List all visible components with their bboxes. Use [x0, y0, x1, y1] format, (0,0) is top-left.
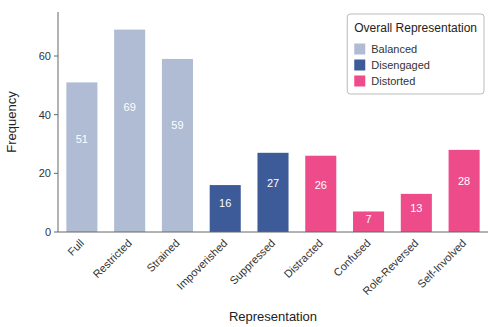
data-label: 26: [315, 179, 327, 191]
legend-box: [347, 14, 484, 94]
x-tick-label: Full: [65, 237, 86, 258]
x-axis-line: [58, 232, 488, 233]
x-tick-label: Confused: [331, 237, 373, 279]
legend-title: Overall Representation: [354, 21, 477, 35]
y-tick-label: 20: [39, 167, 51, 179]
y-tick: [54, 173, 58, 174]
data-label: 59: [171, 119, 183, 131]
x-tick-label: Role-Reversed: [360, 237, 420, 297]
bar: [353, 211, 384, 232]
y-tick-label: 40: [39, 109, 51, 121]
x-axis-label: Representation: [229, 309, 317, 324]
x-tick-label: Impoverished: [174, 237, 229, 292]
legend-swatch: [354, 44, 365, 55]
data-label: 16: [219, 197, 231, 209]
data-label: 69: [124, 101, 136, 113]
data-label: 7: [365, 213, 371, 225]
legend-swatch: [354, 76, 365, 87]
x-tick-label: Restricted: [90, 237, 134, 281]
x-tick-label: Self-Involved: [415, 237, 468, 290]
data-label: 13: [410, 202, 422, 214]
bar: [162, 59, 193, 232]
bar: [401, 194, 432, 232]
y-tick: [54, 232, 58, 233]
x-tick-label: Distracted: [282, 237, 326, 281]
y-tick: [54, 114, 58, 115]
legend-swatch: [354, 60, 365, 71]
data-label: 28: [458, 175, 470, 187]
bar: [257, 153, 288, 232]
bar: [210, 185, 241, 232]
axes: 0 20 40 60 FullRestricted StrainedImpoverishe…: [39, 12, 488, 297]
chart: 51 69 59 16 27 26 7 13 28 0 20 40 60 FullRestricted St…: [0, 0, 500, 327]
bar: [305, 156, 336, 232]
y-tick: [54, 56, 58, 57]
x-tick-label: Suppressed: [227, 237, 277, 287]
bar: [66, 82, 97, 232]
y-axis-line: [58, 12, 59, 232]
data-label: 27: [267, 177, 279, 189]
bar: [449, 150, 480, 232]
legend-label: Disengaged: [371, 59, 430, 71]
legend-label: Distorted: [371, 75, 415, 87]
data-labels: 51 69 59 16 27 26 7 13 28: [76, 101, 470, 226]
y-tick-label: 60: [39, 50, 51, 62]
x-tick-label: Strained: [144, 237, 181, 274]
legend-label: Balanced: [371, 43, 417, 55]
y-tick-label: 0: [45, 226, 51, 238]
data-label: 51: [76, 133, 88, 145]
bars: [66, 30, 479, 232]
legend: Overall Representation Balanced Disengaged…: [347, 14, 484, 94]
bar: [114, 30, 145, 232]
y-axis-label: Frequency: [4, 91, 19, 153]
